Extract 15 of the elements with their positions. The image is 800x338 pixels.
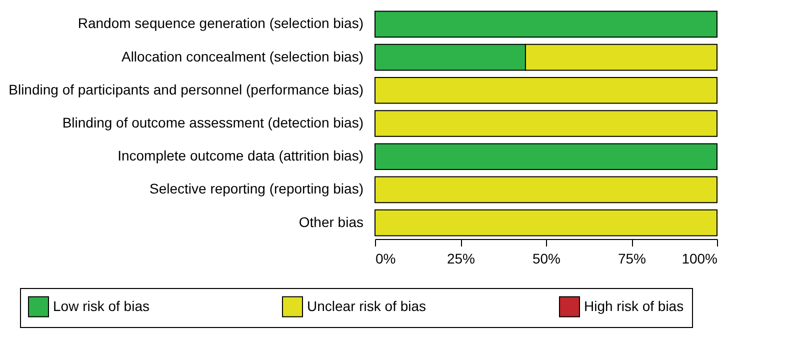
x-tick-label: 50%	[532, 250, 561, 266]
y-tick-label: Selective reporting (reporting bias)	[150, 180, 364, 197]
y-tick-label: Incomplete outcome data (attrition bias)	[118, 148, 364, 164]
y-tick-label: Random sequence generation (selection bias)	[78, 15, 364, 32]
y-tick-label: Allocation concealment (selection bias)	[121, 48, 364, 64]
y-tick-label: Blinding of outcome assessment (detection bias)	[62, 114, 364, 130]
x-tick-label: 100%	[682, 250, 718, 266]
y-tick-label: Other bias	[298, 214, 364, 230]
x-tick-label: 0%	[376, 250, 396, 266]
legend-label: High risk of bias	[584, 298, 684, 314]
legend-label: Unclear risk of bias	[307, 298, 426, 314]
x-tick-label: 75%	[618, 250, 646, 266]
x-tick-label: 25%	[446, 250, 476, 266]
legend-label: Low risk of bias	[53, 298, 150, 314]
y-tick-label: Blinding of participants and personnel (performance bias)	[8, 81, 364, 98]
